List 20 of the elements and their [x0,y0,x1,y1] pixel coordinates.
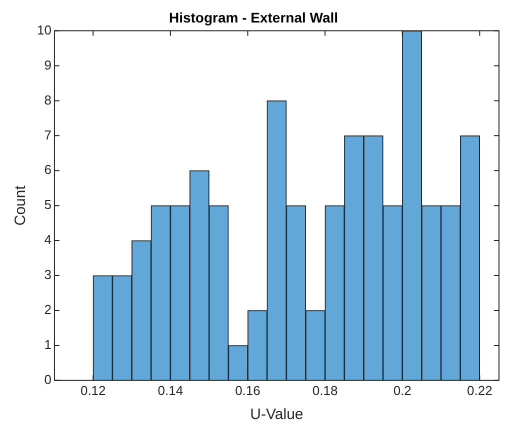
x-tick-label: 0.2 [393,382,412,398]
x-tick-label: 0.12 [80,382,106,398]
y-tick-label: 6 [44,162,52,178]
y-tick-label: 0 [44,372,52,387]
y-tick-label: 8 [44,92,52,108]
y-axis-title: Count [12,184,30,226]
x-axis-title: U-Value [250,406,304,424]
y-tick-label: 10 [36,22,52,38]
y-tick-label: 5 [44,197,52,212]
chart-title: Histogram - External Wall [168,9,338,26]
x-tick-label: 0.14 [158,382,184,398]
y-tick-label: 2 [44,302,52,318]
x-tick-label: 0.18 [312,382,338,398]
y-tick-label: 1 [44,337,52,352]
y-tick-label: 7 [44,127,52,142]
y-tick-label: 3 [44,267,52,282]
x-tick-label: 0.22 [467,382,492,398]
x-tick-label: 0.16 [235,382,260,398]
y-tick-label: 9 [44,57,52,72]
y-tick-label: 4 [44,232,52,248]
